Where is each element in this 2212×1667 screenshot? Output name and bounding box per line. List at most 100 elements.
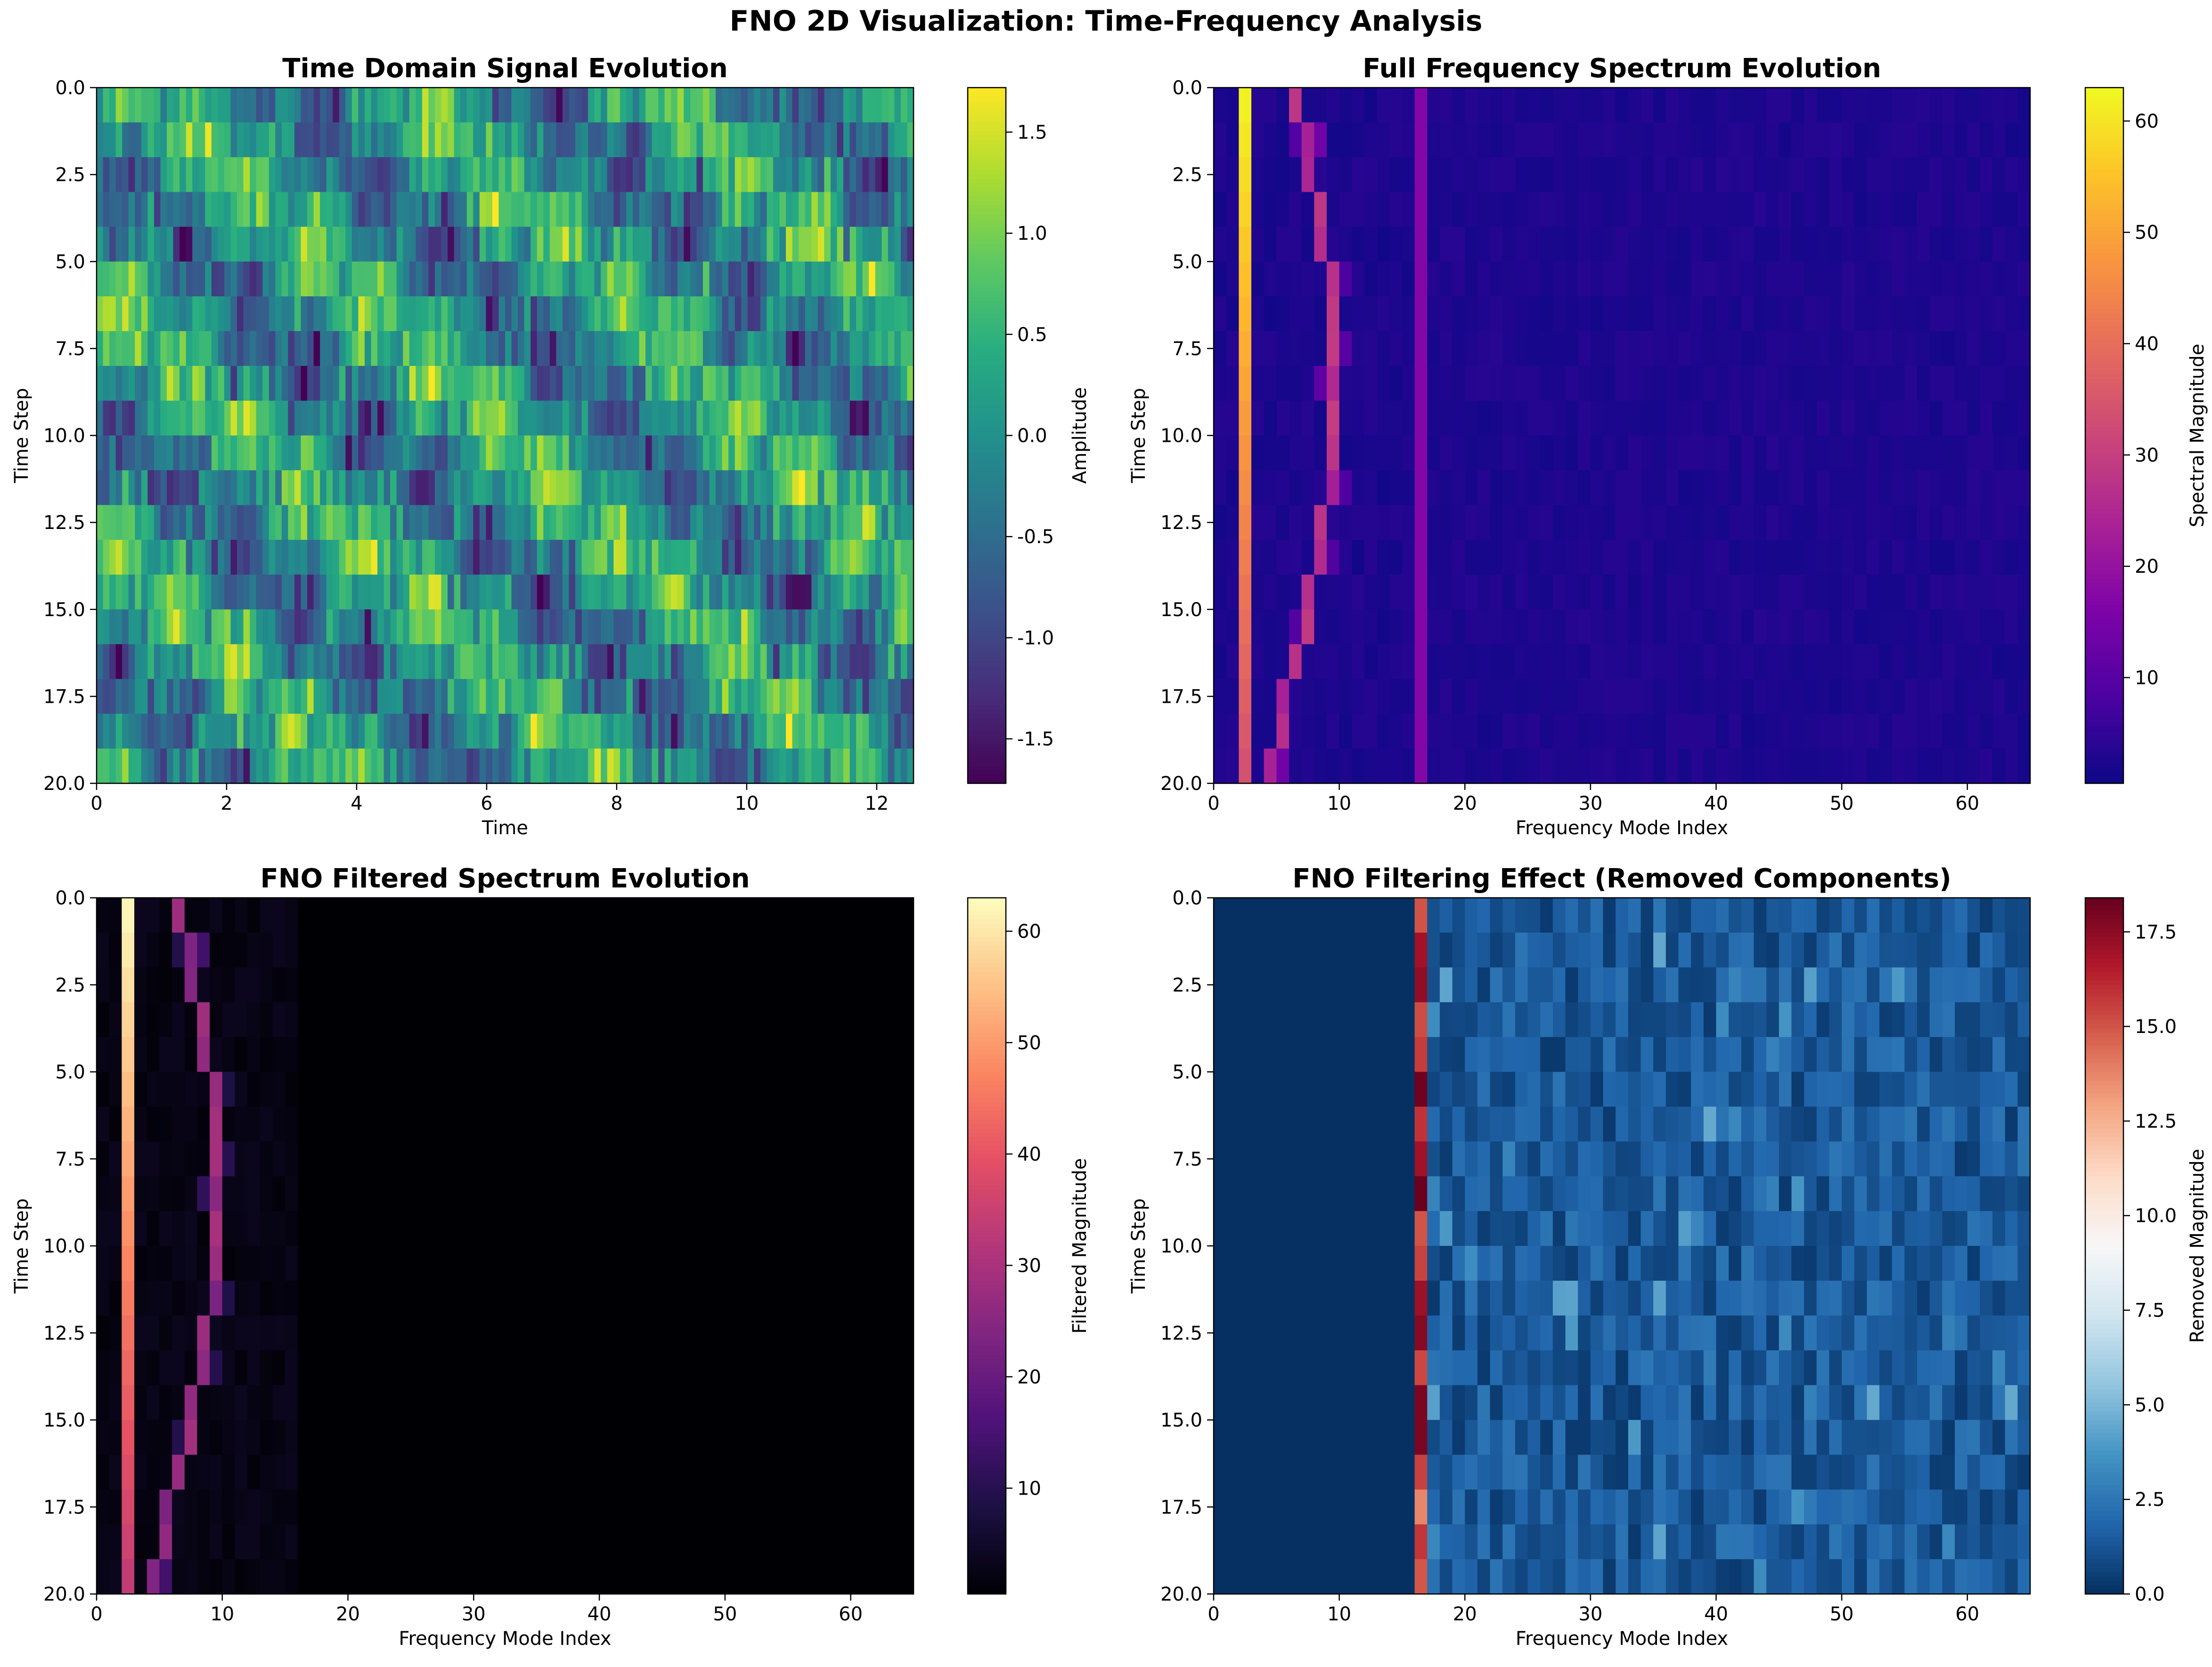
heatmap-cell: [256, 331, 263, 366]
colorbar-segment: [2085, 283, 2123, 288]
heatmap-cell: [1980, 192, 1993, 227]
heatmap-cell: [1766, 644, 1779, 680]
heatmap-cell: [103, 261, 110, 297]
heatmap-cell: [384, 122, 391, 158]
heatmap-cell: [1226, 331, 1239, 366]
heatmap-cell: [1892, 227, 1905, 262]
heatmap-cell: [211, 748, 218, 784]
colorbar-segment: [2085, 613, 2123, 618]
heatmap-cell: [448, 1246, 462, 1281]
heatmap-cell: [307, 505, 314, 540]
heatmap-cell: [649, 1246, 663, 1281]
heatmap-cell: [230, 227, 237, 262]
colorbar-segment: [2085, 127, 2123, 131]
heatmap-cell: [1616, 296, 1629, 332]
heatmap-cell: [441, 644, 448, 680]
heatmap-cell: [536, 1106, 549, 1142]
heatmap-cell: [712, 1246, 726, 1281]
heatmap-cell: [1226, 192, 1239, 227]
heatmap-cell: [1804, 296, 1817, 332]
heatmap-cell: [1628, 331, 1641, 366]
heatmap-cell: [1842, 714, 1855, 749]
heatmap-cell: [1402, 574, 1415, 610]
heatmap-cell: [632, 679, 640, 714]
heatmap-cell: [269, 261, 276, 297]
heatmap-cell: [1301, 122, 1314, 158]
heatmap-cell: [371, 574, 378, 610]
heatmap-cell: [448, 748, 455, 784]
heatmap-cell: [434, 122, 442, 158]
heatmap-cell: [1414, 88, 1428, 123]
heatmap-cell: [310, 1072, 323, 1107]
heatmap-cell: [849, 540, 857, 575]
heatmap-cell: [1314, 470, 1327, 505]
heatmap-cell: [1628, 470, 1641, 505]
heatmap-cell: [687, 932, 701, 968]
heatmap-cell: [109, 157, 116, 193]
heatmap-cell: [1264, 227, 1277, 262]
heatmap-cell: [1377, 644, 1390, 680]
heatmap-cell: [307, 540, 314, 575]
heatmap-cell: [285, 1037, 298, 1073]
heatmap-cell: [250, 227, 257, 262]
colorbar-segment: [968, 205, 1006, 210]
heatmap-cell: [709, 679, 716, 714]
heatmap-cell: [186, 227, 193, 262]
heatmap-cell: [492, 122, 499, 158]
heatmap-cell: [1867, 679, 1880, 714]
heatmap-cell: [830, 644, 838, 680]
heatmap-cell: [1678, 679, 1691, 714]
heatmap-cell: [1791, 157, 1804, 193]
heatmap-cell: [574, 1106, 587, 1142]
heatmap-cell: [1942, 366, 1955, 401]
heatmap-cell: [326, 540, 333, 575]
heatmap-cell: [1502, 331, 1516, 366]
heatmap-cell: [1616, 540, 1629, 575]
heatmap-cell: [173, 505, 180, 540]
heatmap-cell: [620, 296, 627, 332]
heatmap-cell: [624, 1002, 637, 1038]
heatmap-cell: [649, 1106, 663, 1142]
heatmap-cell: [364, 435, 372, 471]
heatmap-cell: [837, 609, 844, 645]
colorbar-segment: [2085, 744, 2123, 749]
colorbar-segment: [968, 166, 1006, 171]
colorbar-segment: [968, 187, 1006, 193]
heatmap-cell: [211, 88, 218, 123]
heatmap-cell: [1552, 505, 1566, 540]
heatmap-cell: [1703, 470, 1717, 505]
heatmap-cell: [1879, 331, 1893, 366]
heatmap-cell: [410, 967, 424, 1003]
heatmap-cell: [1452, 400, 1465, 436]
heatmap-cell: [524, 898, 537, 933]
colorbar-segment: [968, 109, 1006, 114]
heatmap-cell: [741, 227, 748, 262]
heatmap-cell: [735, 192, 742, 227]
heatmap-cell: [1766, 609, 1779, 645]
heatmap-cell: [498, 1141, 512, 1177]
heatmap-cell: [775, 1072, 788, 1107]
colorbar-segment: [968, 96, 1006, 101]
heatmap-cell: [250, 296, 257, 332]
heatmap-cell: [767, 400, 774, 436]
heatmap-cell: [574, 1141, 587, 1177]
heatmap-cell: [907, 714, 914, 749]
heatmap-cell: [1929, 540, 1943, 575]
heatmap-cell: [773, 505, 780, 540]
heatmap-cell: [1665, 366, 1679, 401]
heatmap-cell: [900, 609, 908, 645]
heatmap-cell: [1339, 435, 1352, 471]
heatmap-cell: [1754, 122, 1767, 158]
heatmap-cell: [422, 644, 429, 680]
heatmap-cell: [1980, 157, 1993, 193]
heatmap-cell: [811, 88, 818, 123]
heatmap-cell: [269, 574, 276, 610]
heatmap-cell: [1703, 296, 1717, 332]
heatmap-cell: [371, 714, 378, 749]
heatmap-cell: [805, 679, 812, 714]
heatmap-cell: [536, 1176, 549, 1212]
heatmap-cell: [1616, 679, 1629, 714]
heatmap-cell: [747, 122, 754, 158]
heatmap-cell: [1904, 192, 1918, 227]
